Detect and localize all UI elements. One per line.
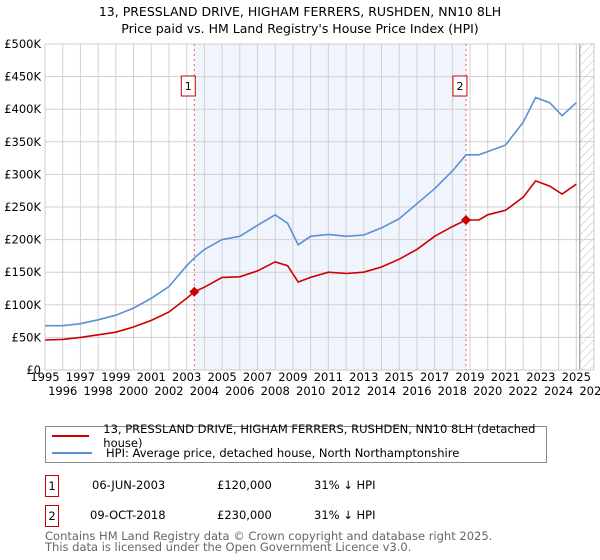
y-tick-label: £250K xyxy=(4,200,41,214)
sale-label-box xyxy=(180,75,196,97)
x-tick-label: 2022 xyxy=(509,384,538,398)
y-tick-label: £400K xyxy=(4,102,41,116)
x-tick-label: 2025 xyxy=(562,370,591,384)
transaction-hpi: 31% ↓ HPI xyxy=(314,478,376,492)
x-tick-label: 1995 xyxy=(30,370,59,384)
x-tick-label: 2005 xyxy=(207,370,236,384)
x-tick-label: 1999 xyxy=(101,370,130,384)
sale-point xyxy=(189,286,200,297)
y-tick-label: £500K xyxy=(4,37,41,51)
y-tick-label: £450K xyxy=(4,70,41,84)
legend-label: 13, PRESSLAND DRIVE, HIGHAM FERRERS, RUS… xyxy=(103,422,536,450)
x-tick-label: 1997 xyxy=(66,370,95,384)
transaction-date: 09-OCT-2018 xyxy=(90,508,166,522)
x-tick-label: 2018 xyxy=(438,384,467,398)
transaction-badge: 1 xyxy=(45,475,59,497)
legend-swatch-blue xyxy=(52,452,92,454)
footer: Contains HM Land Registry data © Crown c… xyxy=(45,529,493,554)
chart-subtitle: Price paid vs. HM Land Registry's House … xyxy=(121,21,479,36)
x-tick-label: 2009 xyxy=(278,370,307,384)
y-tick-label: £200K xyxy=(4,233,41,247)
sale-label: 2 xyxy=(456,80,463,93)
x-tick-label: 2026 xyxy=(579,384,600,398)
x-tick-label: 2006 xyxy=(225,384,254,398)
x-tick-label: 2001 xyxy=(137,370,166,384)
sale-label: 1 xyxy=(185,80,192,93)
chart-title: 13, PRESSLAND DRIVE, HIGHAM FERRERS, RUS… xyxy=(98,4,502,19)
price-paid-line xyxy=(44,179,577,341)
x-tick-label: 2014 xyxy=(367,384,396,398)
transaction-hpi: 31% ↓ HPI xyxy=(314,508,376,522)
x-tick-label: 2013 xyxy=(349,370,378,384)
legend: 13, PRESSLAND DRIVE, HIGHAM FERRERS, RUS… xyxy=(45,422,547,463)
x-tick-label: 2023 xyxy=(526,370,555,384)
x-tick-label: 1998 xyxy=(83,384,112,398)
x-tick-label: 2008 xyxy=(261,384,290,398)
y-tick-label: £0 xyxy=(26,363,41,377)
sale-point xyxy=(460,215,471,226)
x-tick-label: 2015 xyxy=(385,370,414,384)
transaction-price: £120,000 xyxy=(217,478,272,492)
x-tick-label: 2017 xyxy=(420,370,449,384)
y-tick-label: £100K xyxy=(4,298,41,312)
y-tick-label: £300K xyxy=(4,167,41,181)
legend-item-hpi: HPI: Average price, detached house, Nort… xyxy=(52,445,459,461)
x-tick-label: 2004 xyxy=(190,384,219,398)
x-tick-label: 2016 xyxy=(402,384,431,398)
legend-label: HPI: Average price, detached house, Nort… xyxy=(106,446,460,460)
y-tick-label: £50K xyxy=(12,330,42,344)
x-tick-label: 1996 xyxy=(48,384,77,398)
x-tick-label: 2021 xyxy=(491,370,520,384)
x-tick-label: 2000 xyxy=(119,384,148,398)
hpi-line xyxy=(45,96,577,327)
footer-line-1: Contains HM Land Registry data © Crown c… xyxy=(45,529,493,543)
x-tick-label: 2012 xyxy=(331,384,360,398)
x-tick-label: 2020 xyxy=(473,384,502,398)
legend-item-property: 13, PRESSLAND DRIVE, HIGHAM FERRERS, RUS… xyxy=(52,422,546,450)
y-tick-label: £150K xyxy=(4,265,41,279)
plot-border xyxy=(44,43,595,371)
plot-area: 1995199619971998199920002001200220032004… xyxy=(4,37,600,398)
x-tick-label: 2011 xyxy=(314,370,343,384)
x-tick-label: 2010 xyxy=(296,384,325,398)
y-tick-label: £350K xyxy=(4,135,41,149)
footer-line-2: This data is licensed under the Open Gov… xyxy=(45,540,412,554)
x-tick-label: 2007 xyxy=(243,370,272,384)
x-tick-label: 2019 xyxy=(455,370,484,384)
transaction-date: 06-JUN-2003 xyxy=(92,478,166,492)
x-tick-label: 2024 xyxy=(544,384,573,398)
transaction-badge: 2 xyxy=(45,505,59,527)
legend-swatch-red xyxy=(52,435,90,437)
x-tick-label: 2003 xyxy=(172,370,201,384)
transaction-price: £230,000 xyxy=(217,508,272,522)
x-tick-label: 2002 xyxy=(154,384,183,398)
sale-label-box xyxy=(452,75,468,97)
